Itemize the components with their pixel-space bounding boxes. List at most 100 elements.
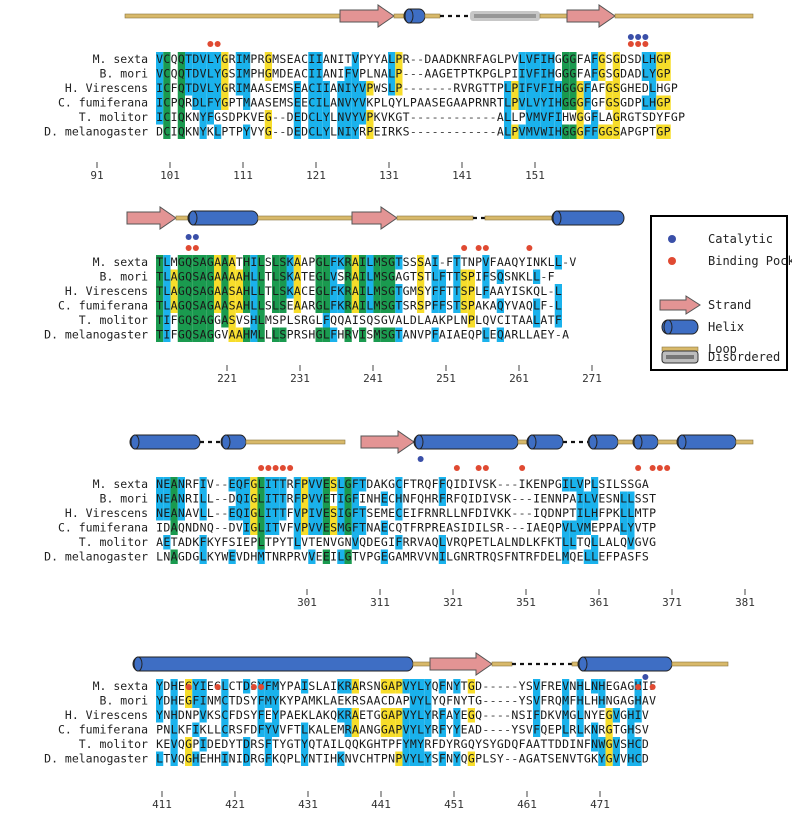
residue: S (403, 125, 410, 139)
residue: Y (453, 723, 460, 737)
residue: C (359, 752, 366, 766)
residue: L (569, 521, 576, 535)
residue: L (649, 81, 656, 95)
residue-bg (330, 477, 338, 492)
residue: K (207, 535, 214, 549)
residue: A (171, 477, 178, 491)
strand-arrow (351, 206, 398, 230)
residue: V (352, 752, 359, 766)
residue: Q (468, 737, 475, 751)
residue: F (548, 110, 555, 124)
residue: A (620, 550, 627, 564)
residue: T (555, 535, 562, 549)
residue: G (562, 125, 569, 139)
residue: E (555, 679, 562, 693)
residue-bg (221, 751, 229, 766)
residue-bg (627, 737, 635, 752)
residue: - (221, 521, 228, 535)
residue: F (330, 255, 337, 269)
residue: G (606, 723, 613, 737)
residue: P (287, 679, 294, 693)
residue: N (323, 535, 330, 549)
residue-bg (337, 81, 345, 96)
residue: F (243, 723, 250, 737)
residue: A (250, 81, 257, 95)
binding-pocket-dot (265, 465, 272, 471)
residue: N (511, 535, 518, 549)
residue: E (446, 67, 453, 81)
residue-bg (424, 693, 432, 708)
residue: H (308, 328, 315, 342)
residue: I (533, 492, 540, 506)
residue: I (446, 328, 453, 342)
residue-bg (264, 693, 272, 708)
residue: F (410, 492, 417, 506)
residue: F (533, 723, 540, 737)
binding-pocket-dot (475, 245, 482, 251)
residue: L (446, 506, 453, 520)
legend-strand: Strand (652, 295, 786, 315)
residue: G (461, 737, 468, 751)
residue-bg (634, 751, 642, 766)
residue-bg (228, 284, 236, 299)
residue: N (461, 506, 468, 520)
residue: L (620, 506, 627, 520)
residue: - (475, 110, 482, 124)
residue: R (432, 708, 439, 722)
residue: Y (279, 679, 286, 693)
residue: Q (432, 535, 439, 549)
residue: R (497, 521, 504, 535)
residue: G (627, 679, 634, 693)
residue-bg (351, 708, 359, 723)
residue: P (250, 52, 257, 66)
residue: Y (490, 737, 497, 751)
residue-bg (315, 110, 323, 125)
residue-bg (351, 255, 359, 270)
residue: T (577, 752, 584, 766)
residue: R (453, 535, 460, 549)
residue: P (272, 535, 279, 549)
residue: P (366, 550, 373, 564)
helix-cylinder (413, 434, 519, 450)
residue-bg (177, 95, 185, 110)
residue: F (265, 679, 272, 693)
residue: S (243, 694, 250, 708)
residue: Y (519, 679, 526, 693)
residue: G (345, 550, 352, 564)
residue: A (432, 313, 439, 327)
residue-bg (279, 506, 287, 521)
residue-bg (351, 722, 359, 737)
residue-bg (322, 549, 330, 564)
species-label: B. mori (100, 270, 149, 284)
residue: F (243, 477, 250, 491)
residue-bg (540, 110, 548, 125)
residue: L (540, 284, 547, 298)
residue: R (229, 723, 236, 737)
residue: N (308, 752, 315, 766)
residue: P (627, 125, 634, 139)
residue: E (229, 506, 236, 520)
catalytic-dot (627, 34, 634, 40)
residue: L (316, 679, 323, 693)
legend-disordered-label: Disordered (708, 350, 781, 364)
residue: Y (250, 694, 257, 708)
alignment-block-2: M. sexta T L M G Q S A G A A A T H I L S L S K A A P G L F K R A I L M S… (44, 255, 602, 385)
residue: T (366, 708, 373, 722)
residue-bg (322, 491, 330, 506)
residue: V (540, 110, 547, 124)
residue: G (613, 694, 620, 708)
residue-bg (344, 708, 352, 723)
residue: Y (156, 694, 163, 708)
residue: V (424, 550, 431, 564)
residue: F (192, 477, 199, 491)
loop-segment (484, 215, 553, 221)
residue: S (374, 313, 381, 327)
residue: - (482, 110, 489, 124)
residue: T (577, 535, 584, 549)
residue-bg (438, 549, 446, 564)
residue-bg (453, 298, 461, 313)
residue-bg (177, 327, 185, 342)
residue: A (374, 521, 381, 535)
residue: N (461, 550, 468, 564)
residue-bg (250, 477, 258, 492)
